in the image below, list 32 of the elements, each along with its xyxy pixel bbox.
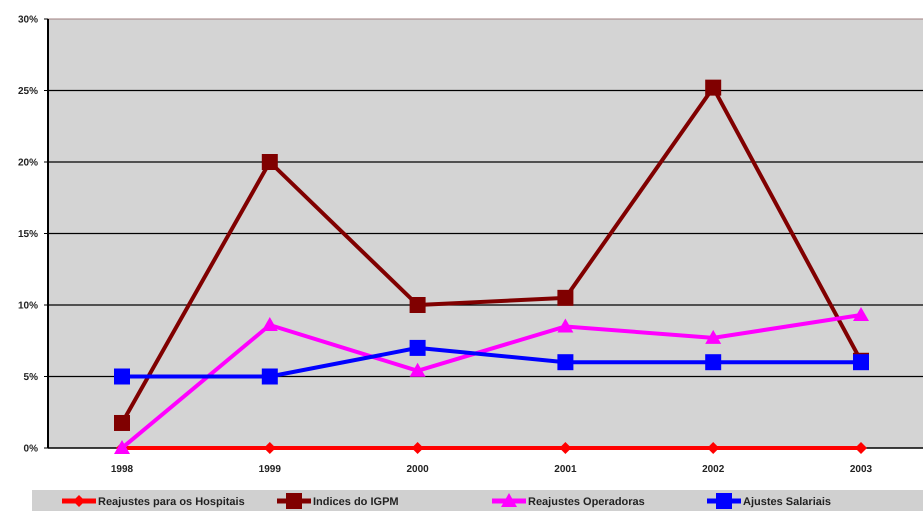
point bbox=[557, 354, 574, 370]
point bbox=[705, 330, 722, 344]
legend-label: Indices do IGPM bbox=[313, 496, 399, 508]
legend-label: Ajustes Salariais bbox=[743, 496, 832, 508]
point bbox=[705, 80, 722, 96]
point bbox=[114, 414, 130, 431]
y-tick-label: 30% bbox=[18, 14, 38, 26]
point bbox=[262, 368, 278, 384]
legend-label: Reajustes para os Hospitais bbox=[98, 496, 245, 508]
y-tick-label: 20% bbox=[18, 158, 38, 168]
y-tick-label: 0% bbox=[24, 444, 38, 454]
point bbox=[410, 297, 426, 313]
y-tick-label: 5% bbox=[24, 372, 38, 383]
y-tick-label: 10% bbox=[18, 300, 38, 312]
x-tick-label: 2002 bbox=[702, 464, 725, 475]
point bbox=[410, 340, 426, 356]
y-tick-label: 25% bbox=[18, 86, 38, 97]
point bbox=[853, 307, 869, 322]
x-tick-label: 2001 bbox=[554, 464, 577, 475]
x-tick-label: 2000 bbox=[406, 464, 430, 475]
point bbox=[262, 154, 278, 170]
point bbox=[705, 354, 722, 370]
point bbox=[262, 317, 278, 332]
legend-label: Reajustes Operadoras bbox=[528, 496, 645, 508]
point bbox=[114, 368, 130, 384]
point bbox=[410, 362, 426, 377]
x-tick-label: 1998 bbox=[110, 464, 134, 475]
point bbox=[557, 290, 574, 306]
y-tick-label: 15% bbox=[18, 229, 38, 240]
point bbox=[557, 318, 574, 332]
x-tick-label: 1999 bbox=[258, 464, 282, 475]
x-tick-label: 2003 bbox=[850, 464, 873, 475]
